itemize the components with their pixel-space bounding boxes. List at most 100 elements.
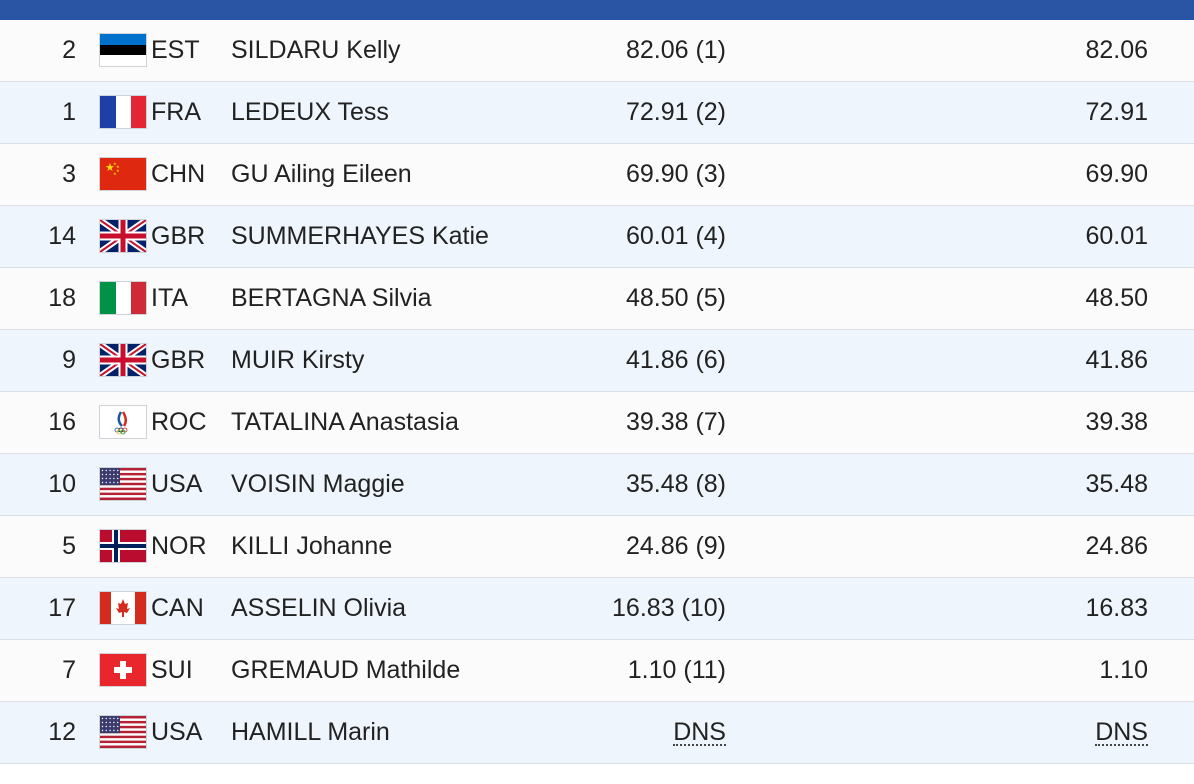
- country-code: CHN: [151, 160, 206, 188]
- country-code: ROC: [151, 408, 207, 436]
- run-score: 39.38 (7): [520, 392, 726, 453]
- bib-number: 9: [62, 346, 76, 374]
- athlete-name[interactable]: BERTAGNA Silvia: [231, 284, 432, 312]
- bib-number: 1: [62, 98, 76, 126]
- total-score: 16.83: [990, 578, 1148, 639]
- table-row[interactable]: 9 GBR MUIR Kirsty 41.86 (6) 41.86: [0, 330, 1194, 392]
- country-code: CAN: [151, 594, 204, 622]
- gbr-flag-icon: [100, 344, 146, 376]
- athlete-name[interactable]: VOISIN Maggie: [231, 470, 405, 498]
- run-score-value: 69.90 (3): [625, 160, 726, 188]
- bib-number: 3: [62, 160, 76, 188]
- run-score-value: 41.86 (6): [625, 346, 726, 374]
- svg-text:★: ★: [116, 168, 120, 173]
- table-row[interactable]: 2 EST SILDARU Kelly 82.06 (1) 82.06: [0, 20, 1194, 82]
- table-row[interactable]: 1 FRA LEDEUX Tess 72.91 (2) 72.91: [0, 82, 1194, 144]
- total-score: 69.90: [990, 144, 1148, 205]
- country-code: NOR: [151, 532, 207, 560]
- table-row[interactable]: 7 SUI GREMAUD Mathilde 1.10 (11) 1.10: [0, 640, 1194, 702]
- run-score: 41.86 (6): [520, 330, 726, 391]
- athlete-name[interactable]: GU Ailing Eileen: [231, 160, 412, 188]
- roc-flag-icon: [100, 406, 146, 438]
- table-row[interactable]: 17 CAN ASSELIN Olivia 16.83 (10) 16.83: [0, 578, 1194, 640]
- country-code: GBR: [151, 222, 206, 250]
- svg-text:★: ★: [113, 171, 117, 176]
- run-score: 82.06 (1): [520, 20, 726, 81]
- bib-number: 10: [48, 470, 76, 498]
- run-score: 24.86 (9): [520, 516, 726, 577]
- athlete-name[interactable]: LEDEUX Tess: [231, 98, 389, 126]
- chn-flag-icon: ★ ★ ★ ★ ★: [100, 158, 146, 190]
- total-score-value: 69.90: [1085, 160, 1148, 188]
- run-score-value: 16.83 (10): [612, 594, 726, 622]
- table-row[interactable]: 12 USA HAMILL Marin DNS DNS: [0, 702, 1194, 764]
- nor-flag-icon: [100, 530, 146, 562]
- table-row[interactable]: 18 ITA BERTAGNA Silvia 48.50 (5) 48.50: [0, 268, 1194, 330]
- table-row[interactable]: 14 GBR SUMMERHAYES Katie 60.01 (4) 60.01: [0, 206, 1194, 268]
- athlete-name[interactable]: GREMAUD Mathilde: [231, 656, 461, 684]
- results-table: 2 EST SILDARU Kelly 82.06 (1) 82.06 1 FRA LEDEU…: [0, 20, 1194, 764]
- bib-number: 17: [48, 594, 76, 622]
- table-row[interactable]: 5 NOR KILLI Johanne 24.86 (9) 24.86: [0, 516, 1194, 578]
- country-code: SUI: [151, 656, 193, 684]
- svg-text:★: ★: [105, 162, 115, 174]
- table-row[interactable]: 3 ★ ★ ★ ★ ★ CHN GU Ailing Eileen 69.90 (3) 69.90: [0, 144, 1194, 206]
- table-row[interactable]: 10 USA VOISIN Maggie 35.48 (8) 35.48: [0, 454, 1194, 516]
- total-score-value: 82.06: [1085, 36, 1148, 64]
- svg-text:★: ★: [113, 161, 117, 166]
- total-score: 82.06: [990, 20, 1148, 81]
- total-score-value: 16.83: [1085, 594, 1148, 622]
- athlete-name[interactable]: MUIR Kirsty: [231, 346, 365, 374]
- run-score-value: 82.06 (1): [625, 36, 726, 64]
- run-score-value: DNS: [673, 718, 726, 746]
- total-score-value: 39.38: [1085, 408, 1148, 436]
- ita-flag-icon: [100, 282, 146, 314]
- fra-flag-icon: [100, 96, 146, 128]
- run-score-value: 1.10 (11): [627, 656, 726, 684]
- bib-number: 16: [48, 408, 76, 436]
- run-score: 1.10 (11): [520, 640, 726, 701]
- country-code: FRA: [151, 98, 201, 126]
- country-code: ITA: [151, 284, 189, 312]
- run-score: 60.01 (4): [520, 206, 726, 267]
- athlete-name[interactable]: TATALINA Anastasia: [231, 408, 459, 436]
- can-flag-icon: [100, 592, 146, 624]
- total-score-value: 72.91: [1085, 98, 1148, 126]
- total-score: 41.86: [990, 330, 1148, 391]
- bib-number: 5: [62, 532, 76, 560]
- run-score: 72.91 (2): [520, 82, 726, 143]
- header-bar: [0, 0, 1194, 20]
- total-score: 1.10: [990, 640, 1148, 701]
- run-score: DNS: [520, 702, 726, 763]
- total-score-value: 35.48: [1085, 470, 1148, 498]
- run-score-value: 72.91 (2): [625, 98, 726, 126]
- run-score: 69.90 (3): [520, 144, 726, 205]
- total-score-value: 48.50: [1085, 284, 1148, 312]
- total-score-value: DNS: [1095, 718, 1148, 746]
- athlete-name[interactable]: SUMMERHAYES Katie: [231, 222, 489, 250]
- total-score-value: 60.01: [1085, 222, 1148, 250]
- athlete-name[interactable]: KILLI Johanne: [231, 532, 393, 560]
- total-score: 39.38: [990, 392, 1148, 453]
- country-code: GBR: [151, 346, 206, 374]
- run-score-value: 48.50 (5): [625, 284, 726, 312]
- gbr-flag-icon: [100, 220, 146, 252]
- athlete-name[interactable]: ASSELIN Olivia: [231, 594, 407, 622]
- total-score: 60.01: [990, 206, 1148, 267]
- table-row[interactable]: 16 ROC TATALINA Anastasia 39.38 (7) 39.38: [0, 392, 1194, 454]
- run-score-value: 24.86 (9): [625, 532, 726, 560]
- sui-flag-icon: [100, 654, 146, 686]
- svg-text:★: ★: [116, 164, 120, 169]
- total-score: 24.86: [990, 516, 1148, 577]
- country-code: USA: [151, 470, 203, 498]
- athlete-name[interactable]: HAMILL Marin: [231, 718, 390, 746]
- run-score: 48.50 (5): [520, 268, 726, 329]
- run-score-value: 35.48 (8): [625, 470, 726, 498]
- bib-number: 12: [48, 718, 76, 746]
- country-code: EST: [151, 36, 200, 64]
- usa-flag-icon: [100, 716, 146, 748]
- bib-number: 18: [48, 284, 76, 312]
- athlete-name[interactable]: SILDARU Kelly: [231, 36, 401, 64]
- usa-flag-icon: [100, 468, 146, 500]
- est-flag-icon: [100, 34, 146, 66]
